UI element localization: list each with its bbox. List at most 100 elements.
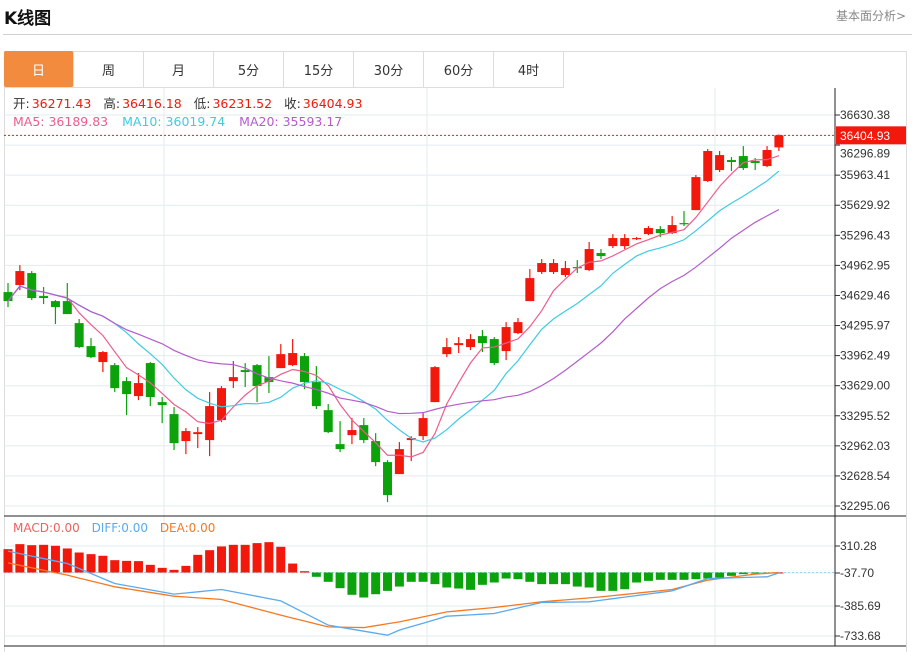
tab-day[interactable]: 日 bbox=[4, 51, 74, 87]
candle-body bbox=[252, 365, 262, 387]
candle-body bbox=[406, 438, 416, 441]
macd-bar bbox=[643, 572, 653, 581]
price-axis-label: 32628.54 bbox=[840, 469, 890, 483]
price-axis-label: 33629.00 bbox=[840, 379, 890, 393]
macd-bar bbox=[181, 565, 191, 573]
open-value: 36271.43 bbox=[31, 96, 92, 111]
macd-bar bbox=[537, 572, 547, 585]
candle-body bbox=[620, 238, 630, 247]
ma20-line bbox=[7, 208, 780, 415]
candle-body bbox=[276, 354, 286, 369]
macd-value: MACD:0.00 bbox=[13, 521, 80, 535]
macd-bar bbox=[525, 572, 535, 582]
macd-bar bbox=[489, 572, 499, 583]
ma5-value: MA5: 36189.83 bbox=[13, 114, 109, 129]
candle-body bbox=[371, 441, 381, 463]
close-label: 收: bbox=[284, 96, 301, 111]
price-axis-label: 33295.52 bbox=[840, 409, 890, 423]
price-axis-label: 32295.06 bbox=[840, 499, 890, 513]
low-value: 36231.52 bbox=[212, 96, 273, 111]
candle-body bbox=[750, 161, 760, 164]
macd-bar bbox=[252, 543, 262, 573]
macd-bar bbox=[501, 572, 511, 579]
candle-body bbox=[549, 263, 559, 273]
macd-bar bbox=[311, 572, 321, 577]
price-axis-label: 34962.95 bbox=[840, 258, 890, 272]
ma10-value: MA10: 36019.74 bbox=[122, 114, 226, 129]
macd-bar bbox=[477, 572, 487, 585]
candle-body bbox=[133, 383, 143, 397]
tab-4hour[interactable]: 4时 bbox=[494, 51, 564, 87]
candle-body bbox=[525, 278, 535, 302]
price-axis-label: 34629.46 bbox=[840, 288, 890, 302]
macd-bar bbox=[608, 572, 618, 591]
tab-60min[interactable]: 60分 bbox=[424, 51, 494, 87]
candle-body bbox=[596, 253, 606, 257]
candle-body bbox=[632, 238, 642, 240]
tab-15min[interactable]: 15分 bbox=[284, 51, 354, 87]
fundamental-analysis-link[interactable]: 基本面分析> bbox=[835, 9, 906, 23]
candle-body bbox=[691, 177, 701, 211]
candle-body bbox=[157, 402, 167, 406]
tab-week[interactable]: 周 bbox=[74, 51, 144, 87]
candle-body bbox=[145, 363, 155, 398]
macd-bar bbox=[394, 572, 404, 587]
candle-body bbox=[169, 414, 179, 444]
price-axis-label: 35296.43 bbox=[840, 228, 890, 242]
candle-body bbox=[335, 444, 345, 450]
diff-line bbox=[7, 550, 780, 636]
macd-bar bbox=[74, 552, 84, 573]
macd-bar bbox=[738, 572, 748, 575]
candle-body bbox=[774, 135, 784, 148]
macd-bar bbox=[442, 572, 452, 588]
macd-bar bbox=[122, 560, 132, 573]
tab-30min[interactable]: 30分 bbox=[354, 51, 424, 87]
macd-bar bbox=[264, 542, 274, 573]
ma-legend: MA5: 36189.83 MA10: 36019.74 MA20: 35593… bbox=[13, 114, 344, 130]
header-divider bbox=[3, 34, 912, 35]
candle-body bbox=[228, 377, 238, 382]
macd-bar bbox=[300, 571, 309, 573]
macd-bar bbox=[323, 572, 333, 582]
candle-body bbox=[679, 223, 689, 225]
ohlc-legend: 开: 36271.43 高: 36416.18 低: 36231.52 收: 36404… bbox=[13, 96, 364, 112]
open-label: 开: bbox=[13, 96, 30, 111]
macd-bar bbox=[98, 555, 108, 573]
last-price-tag bbox=[836, 126, 906, 145]
price-axis-label: 33962.49 bbox=[840, 349, 890, 363]
candle-body bbox=[477, 336, 487, 344]
page-title: K线图 bbox=[4, 9, 52, 29]
macd-bar bbox=[632, 572, 642, 583]
macd-bar bbox=[3, 549, 13, 573]
candle-body bbox=[288, 353, 298, 366]
macd-bar bbox=[288, 563, 298, 573]
macd-bar bbox=[62, 548, 72, 573]
candle-body bbox=[418, 418, 428, 437]
candle-body bbox=[15, 271, 25, 286]
candle-body bbox=[703, 151, 713, 182]
macd-bar bbox=[347, 572, 357, 595]
macd-bar bbox=[655, 572, 665, 580]
dea-line bbox=[7, 562, 779, 629]
candle-body bbox=[513, 322, 523, 334]
ma10-line bbox=[7, 170, 780, 443]
macd-bar bbox=[157, 567, 167, 573]
macd-axis-label: -385.69 bbox=[840, 599, 881, 613]
candle-body bbox=[3, 292, 13, 302]
macd-bar bbox=[335, 572, 345, 589]
candle-body bbox=[62, 301, 72, 315]
candle-body bbox=[466, 339, 476, 348]
tab-month[interactable]: 月 bbox=[144, 51, 214, 87]
macd-bar bbox=[620, 572, 630, 590]
macd-bar bbox=[691, 572, 701, 580]
candle-body bbox=[584, 249, 594, 271]
candle-body bbox=[715, 155, 725, 171]
candle-body bbox=[98, 352, 108, 363]
candle-body bbox=[110, 365, 120, 389]
tab-5min[interactable]: 5分 bbox=[214, 51, 284, 87]
macd-bar bbox=[50, 545, 60, 573]
macd-bar bbox=[418, 572, 428, 582]
macd-bar bbox=[371, 572, 381, 595]
macd-bar bbox=[145, 564, 155, 573]
